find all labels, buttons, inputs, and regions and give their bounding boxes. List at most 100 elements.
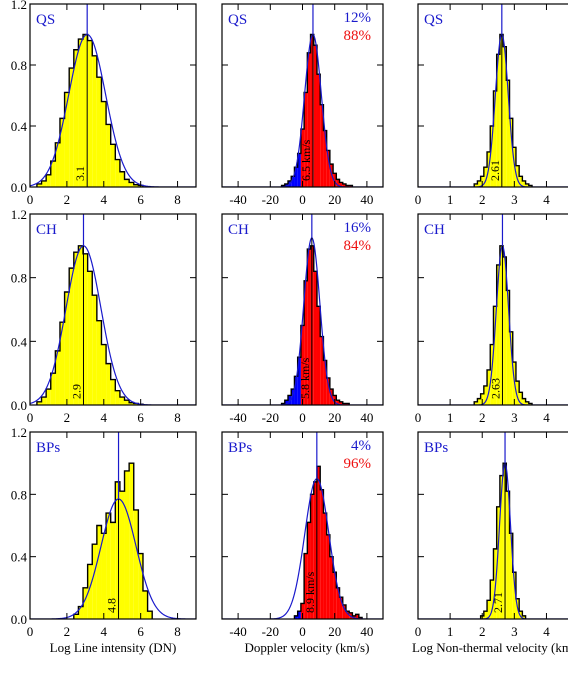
histogram-bar (509, 533, 513, 619)
redshift-percentage: 84% (344, 238, 372, 254)
panel-frame (417, 3, 568, 188)
histogram-bar (304, 280, 308, 405)
histogram-bar (50, 373, 56, 405)
x-tick-label: 0 (299, 410, 306, 425)
panel-frame (417, 431, 568, 620)
histogram-bar (297, 357, 301, 405)
x-tick-label: 0 (299, 192, 306, 207)
panel-label: CH (228, 222, 249, 238)
histogram-bar (342, 403, 346, 405)
histogram-bar (73, 252, 79, 405)
x-tick-label: 3 (511, 192, 518, 207)
histogram-bar (483, 611, 488, 619)
histogram-bar (106, 124, 111, 187)
histogram-bar (304, 553, 308, 619)
x-tick-label: -40 (229, 624, 246, 639)
histogram-bar (522, 398, 526, 405)
histogram-bar (355, 614, 359, 619)
peak-value-label: 2.9 (69, 384, 83, 399)
histogram-bar (499, 475, 504, 619)
histogram-bar (64, 291, 70, 405)
histogram-bar (115, 481, 120, 619)
histogram-bar (316, 74, 321, 187)
plot-area (222, 214, 383, 405)
histogram-bar (83, 34, 88, 187)
plot-area (418, 4, 568, 187)
x-tick-label: 2 (479, 410, 486, 425)
histogram-bar (101, 533, 107, 619)
plot-area (418, 214, 568, 405)
panel-frame (29, 431, 197, 620)
histogram-bar (119, 491, 125, 619)
histogram-bar (522, 615, 526, 619)
panel-frame (29, 3, 197, 188)
panel-ch-intensity: 2.9 0 2 4 6 8 0.0 0.4 0.8 1.2 CH (11, 207, 197, 425)
histogram-bar (106, 363, 111, 405)
histogram-bar (503, 256, 507, 405)
histogram-bar (474, 183, 478, 187)
histogram-bar (46, 389, 51, 405)
histogram-bar (87, 564, 93, 619)
histogram-bar (503, 46, 507, 187)
histogram-bar (55, 350, 60, 405)
histogram-bar (316, 306, 321, 405)
histogram-bar (64, 92, 70, 187)
x-tick-label: 0 (415, 410, 422, 425)
histogram-bar (525, 183, 529, 187)
histogram-bar (336, 400, 340, 405)
panel-label: BPs (36, 440, 60, 456)
histogram-bar (316, 466, 321, 619)
histogram-bar (496, 264, 500, 405)
x-tick-label: 0 (299, 624, 306, 639)
histogram-bar (333, 173, 337, 187)
histogram-bar (41, 180, 47, 187)
panel-qs-nonthermal: 2.61 0 1 2 3 4 QS (415, 3, 568, 207)
histogram-bar (36, 401, 42, 405)
x-tick-label: 1 (447, 410, 454, 425)
peak-value-label: 5.8 km/s (298, 357, 312, 399)
histogram-bar (69, 268, 74, 405)
histogram-bar (300, 325, 305, 405)
x-tick-label: 20 (328, 624, 341, 639)
histogram-bar (300, 603, 305, 619)
histogram-bar (119, 171, 125, 187)
histogram-bar (339, 597, 343, 619)
gaussian-fit-line (222, 478, 383, 619)
histogram-outline (293, 465, 363, 619)
x-tick-label: 20 (328, 410, 341, 425)
histogram-outline (473, 245, 533, 405)
peak-value-label: 2.63 (488, 378, 502, 399)
x-tick-label: 20 (328, 192, 341, 207)
panel-bps-intensity: 4.8 0 2 4 6 8 0.0 0.4 0.8 1.2 BPs (11, 425, 197, 639)
histogram-bar (310, 34, 314, 187)
plot-area (418, 432, 568, 619)
histogram-bar (345, 185, 350, 187)
histogram-bar (46, 174, 51, 187)
histogram-bar (528, 185, 533, 187)
histogram-bar (87, 40, 93, 187)
y-tick-label: 0.8 (11, 58, 27, 73)
histogram-bar (509, 118, 513, 187)
histogram-bar (133, 403, 139, 405)
histogram-outline (36, 33, 144, 187)
gaussian-fit-line (30, 245, 196, 405)
x-tick-label: -40 (229, 192, 246, 207)
histogram-bar (96, 77, 102, 187)
histogram-bar (515, 381, 520, 405)
histogram-bar (129, 182, 134, 187)
histogram-outline (280, 245, 350, 405)
histogram-bar (339, 401, 343, 405)
histogram-bar (300, 129, 305, 187)
histogram-bar (294, 167, 298, 187)
histogram-bar (59, 322, 65, 405)
histogram-bar (59, 118, 65, 187)
histogram-outline (36, 245, 144, 405)
gaussian-fit-line (418, 461, 568, 619)
histogram-bar (133, 184, 139, 187)
histogram-bar (78, 606, 84, 619)
histogram-bar (490, 580, 494, 619)
x-tick-label: 6 (137, 192, 144, 207)
histogram-bar (36, 183, 42, 187)
x-tick-label: -20 (262, 192, 279, 207)
